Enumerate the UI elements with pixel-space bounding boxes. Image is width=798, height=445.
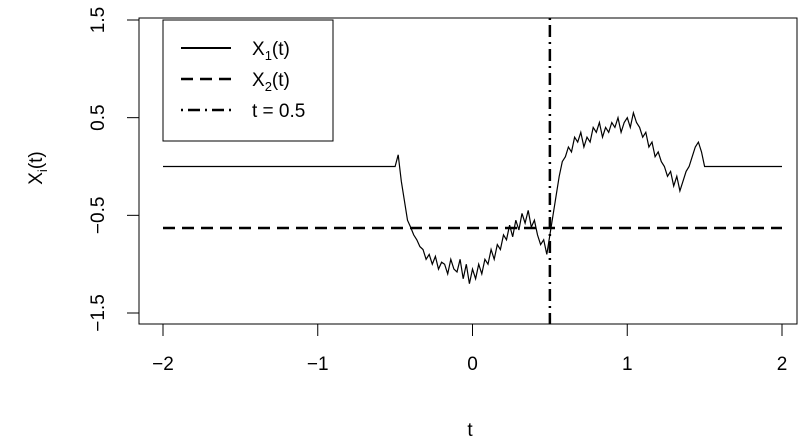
x-axis: −2 −1 0 1 2 [152,323,788,375]
legend-label: t = 0.5 [252,101,305,122]
legend-label: X1(t) [252,39,290,63]
y-tick-label: 1.5 [88,7,109,33]
y-tick-label: −1.5 [88,294,109,332]
series-layer [163,18,782,324]
x-tick-label: 2 [777,354,788,375]
y-axis-title-tail: (t) [26,151,47,169]
y-tick-label: −0.5 [88,197,109,235]
x-tick-label: 1 [622,354,633,375]
x-tick-label: −2 [152,354,174,375]
x-tick-label: −1 [307,354,329,375]
y-tick-label: 0.5 [88,104,109,130]
x-tick-label: 0 [467,354,478,375]
x-axis-title: t [467,420,473,441]
y-axis-title-sub: i [35,169,50,172]
y-axis: −1.5 −0.5 0.5 1.5 [88,7,140,332]
legend: X1(t) X2(t) t = 0.5 [162,19,334,142]
y-axis-title: Xi(t) [26,151,50,185]
legend-label: X2(t) [252,70,290,94]
legend-box [162,19,334,142]
y-axis-title-base: X [26,172,47,185]
